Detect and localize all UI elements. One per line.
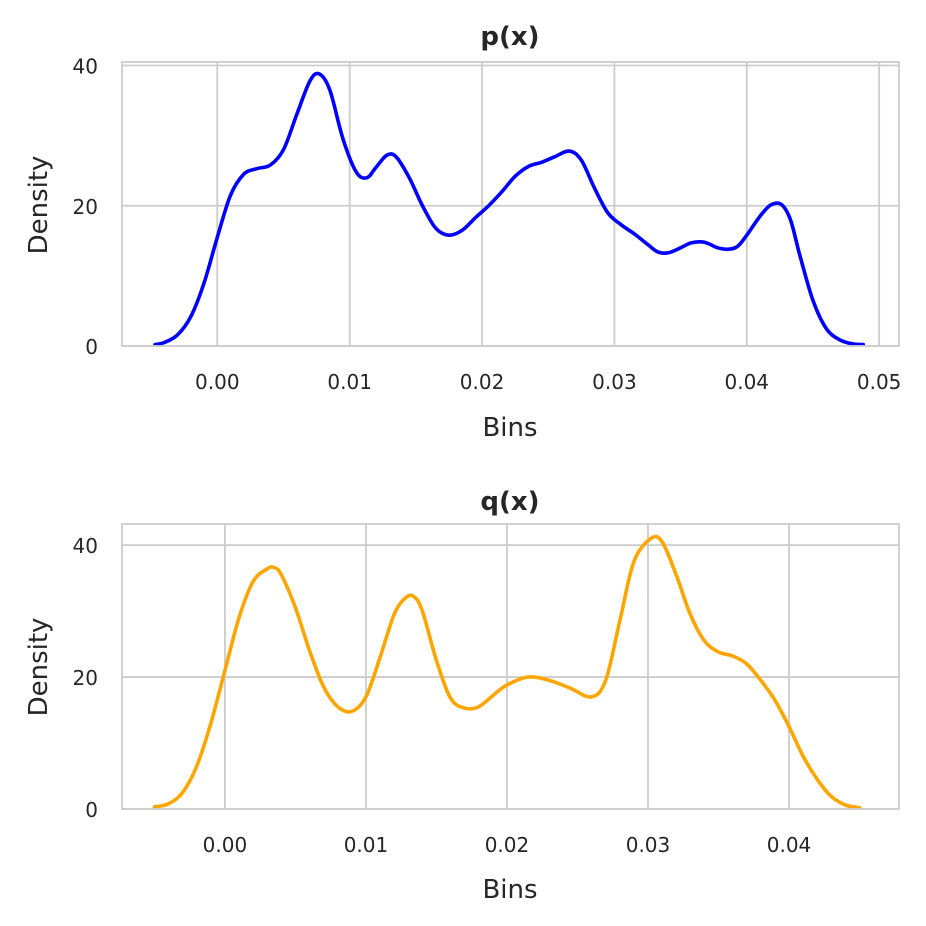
y-axis-label: Density [24, 156, 54, 255]
density-curve [152, 534, 862, 810]
x-tick-label: 0.00 [195, 370, 240, 394]
x-tick-labels: 0.00 0.01 0.02 0.03 0.04 0.05 [195, 370, 901, 394]
chart-title: p(x) [480, 22, 539, 52]
y-axis-label: Density [24, 618, 54, 717]
x-tick-label: 0.02 [485, 833, 530, 857]
x-tick-label: 0.04 [767, 833, 812, 857]
x-tick-label: 0.03 [592, 370, 637, 394]
chart-panel-q: q(x) 0.00 0.01 0.02 0.03 0.04 0 20 40 Bins Den… [24, 487, 900, 905]
x-axis-label: Bins [482, 413, 537, 443]
plot-frame [121, 61, 900, 347]
x-tick-label: 0.04 [725, 370, 770, 394]
chart-panel-p: p(x) 0.00 0.01 0.02 0.03 0.04 0.05 0 20 40 Bins… [24, 22, 901, 443]
curve-layer [153, 71, 866, 347]
y-tick-label: 0 [85, 335, 98, 359]
curve-layer [152, 534, 862, 810]
chart-title: q(x) [480, 487, 539, 517]
x-tick-label: 0.01 [327, 370, 372, 394]
y-tick-label: 40 [73, 55, 98, 79]
density-curve [153, 71, 866, 347]
y-tick-labels: 0 20 40 [73, 534, 98, 822]
x-tick-label: 0.05 [857, 370, 902, 394]
y-tick-label: 0 [85, 798, 98, 822]
y-tick-label: 40 [73, 534, 98, 558]
x-tick-label: 0.02 [460, 370, 505, 394]
x-tick-label: 0.00 [203, 833, 248, 857]
y-tick-labels: 0 20 40 [73, 55, 98, 359]
x-tick-label: 0.03 [626, 833, 671, 857]
x-tick-label: 0.01 [344, 833, 389, 857]
y-tick-label: 20 [73, 195, 98, 219]
x-axis-label: Bins [482, 875, 537, 905]
plot-frame [121, 523, 900, 810]
y-tick-label: 20 [73, 666, 98, 690]
x-tick-labels: 0.00 0.01 0.02 0.03 0.04 [203, 833, 812, 857]
